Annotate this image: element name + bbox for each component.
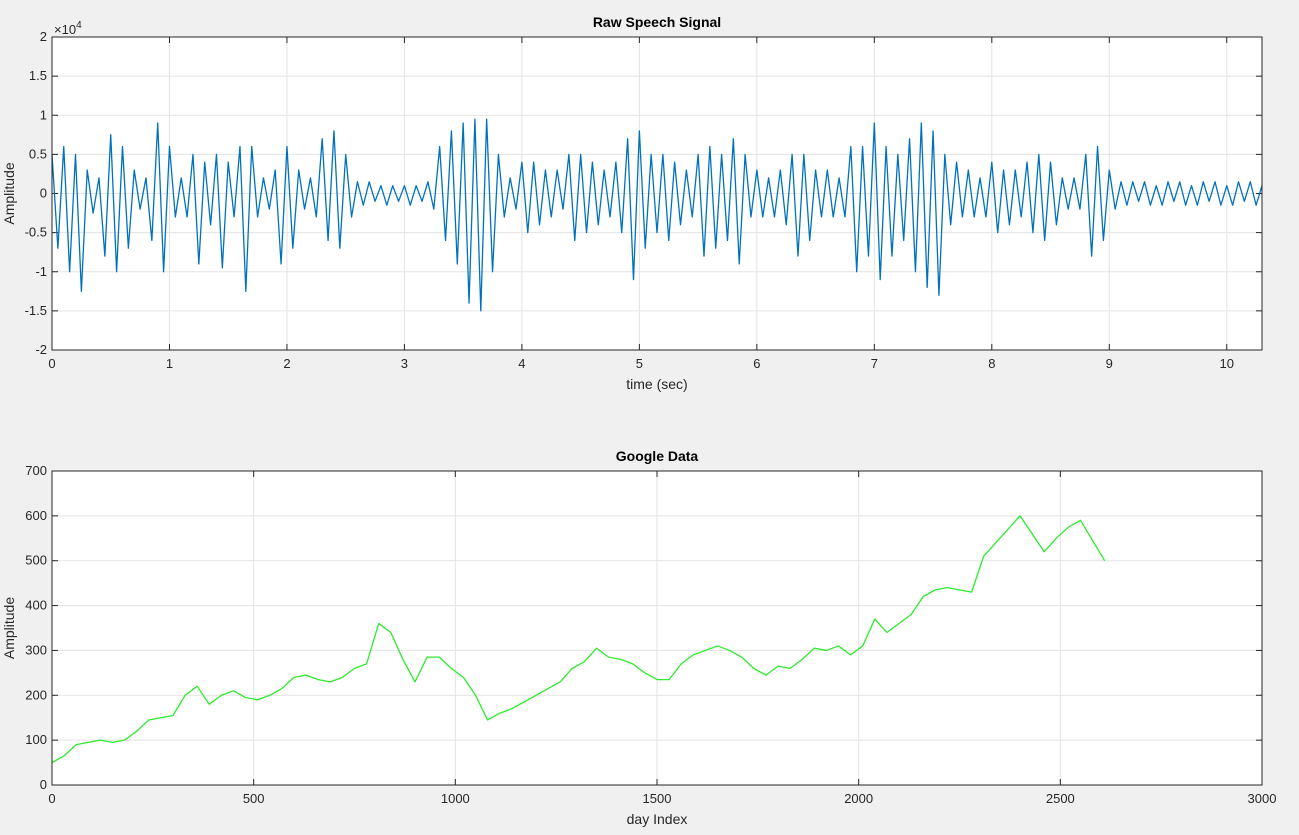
x-tick-label: 5 [636,356,643,371]
y-tick-label: 600 [25,508,47,523]
y-tick-label: 300 [25,642,47,657]
y-tick-label: 1.5 [29,68,47,83]
y-tick-label: 200 [25,687,47,702]
x-tick-label: 1500 [643,791,672,806]
x-tick-label: 500 [243,791,265,806]
x-tick-label: 3000 [1248,791,1277,806]
chart-title: Raw Speech Signal [593,14,721,30]
x-tick-label: 7 [871,356,878,371]
x-tick-label: 1000 [441,791,470,806]
x-tick-label: 6 [753,356,760,371]
y-axis-label: Amplitude [1,597,17,659]
x-tick-label: 0 [48,356,55,371]
y-tick-label: 2 [40,29,47,44]
axes-box [51,36,1263,351]
y-tick-label: -0.5 [25,225,47,240]
y-multiplier-base: ×10 [54,22,76,37]
x-tick-label: 2 [283,356,290,371]
y-tick-label: 1 [40,107,47,122]
x-tick-label: 2500 [1046,791,1075,806]
y-multiplier-exponent: 4 [76,20,82,31]
x-tick-label: 1 [166,356,173,371]
chart-title: Google Data [616,448,699,464]
y-tick-label: -1 [35,264,47,279]
y-tick-label: 700 [25,463,47,478]
y-tick-label: 400 [25,598,47,613]
axes-box [51,470,1263,786]
y-tick-label: 0 [40,777,47,792]
x-tick-label: 8 [988,356,995,371]
x-tick-label: 4 [518,356,525,371]
y-tick-label: 500 [25,553,47,568]
x-tick-label: 2000 [844,791,873,806]
data-line [51,515,1106,764]
data-line [51,118,1263,312]
y-tick-label: 0.5 [29,146,47,161]
x-tick-label: 0 [48,791,55,806]
y-tick-label: 100 [25,732,47,747]
y-tick-label: -1.5 [25,303,47,318]
y-multiplier: ×104 [54,20,82,37]
x-tick-label: 3 [401,356,408,371]
x-tick-label: 9 [1106,356,1113,371]
y-tick-label: 0 [40,186,47,201]
x-tick-label: 10 [1220,356,1234,371]
y-tick-label: -2 [35,342,47,357]
x-axis-label: day Index [627,811,688,827]
y-axis-label: Amplitude [1,162,17,224]
x-axis-label: time (sec) [626,376,687,392]
